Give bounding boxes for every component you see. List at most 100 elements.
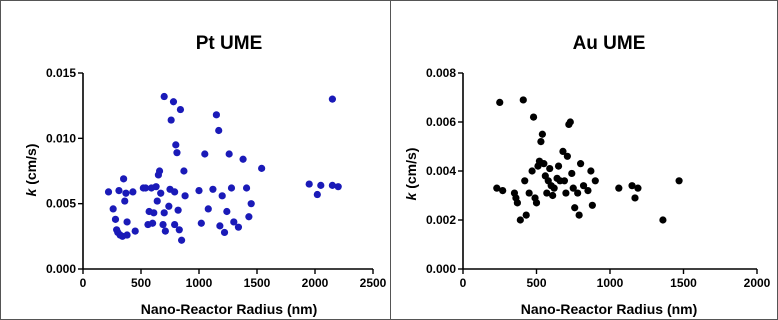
au-ume-x-tick-label: 1000 [597, 276, 624, 290]
pt-ume-data-point [157, 189, 165, 197]
pt-ume-data-point [195, 187, 203, 195]
au-ume-y-tick-label: 0.000 [426, 262, 456, 276]
pt-ume-data-point [216, 222, 224, 230]
pt-ume-data-point [149, 219, 157, 227]
pt-ume-data-point [173, 149, 181, 157]
au-ume-data-point [579, 182, 588, 190]
pt-ume-data-point [165, 202, 173, 210]
pt-ume-data-point [317, 181, 325, 189]
pt-ume-x-axis-label: Nano-Reactor Radius (nm) [141, 301, 318, 317]
au-ume-y-axis-label-units: (cm/s) [403, 148, 419, 193]
pt-ume-data-point [245, 213, 253, 221]
pt-ume-data-point [104, 188, 113, 196]
pt-ume-data-point [180, 167, 188, 175]
au-ume-x-tick-label: 0 [460, 276, 467, 290]
au-ume-data-point [538, 130, 546, 138]
pt-ume-data-point [230, 218, 238, 226]
au-ume-x-tick-label: 500 [526, 276, 546, 290]
pt-ume-panel: Pt UME Nano-Reactor Radius (nm) k (cm/s)… [23, 33, 387, 317]
pt-ume-data-point [209, 185, 217, 193]
pt-ume-data-point [111, 215, 120, 223]
au-ume-data-point [568, 169, 576, 178]
pt-ume-data-point [123, 231, 131, 239]
au-ume-data-point [543, 189, 551, 197]
au-ume-y-tick-label: 0.004 [426, 164, 456, 178]
pt-ume-data-point [131, 227, 139, 235]
au-ume-data-point [554, 162, 563, 170]
pt-ume-data-point [204, 205, 212, 213]
pt-ume-data-point [121, 197, 129, 205]
pt-ume-data-point [258, 164, 266, 172]
pt-ume-data-point [171, 220, 179, 229]
au-ume-data-point [525, 189, 533, 197]
pt-ume-data-point [247, 200, 255, 208]
pt-ume-data-point [223, 207, 231, 216]
pt-ume-data-point [160, 209, 168, 217]
pt-ume-data-point [123, 218, 131, 226]
au-ume-data-point [584, 187, 592, 195]
pt-ume-x-tick-label: 0 [80, 276, 87, 290]
au-ume-y-axis-label-k: k [403, 191, 419, 200]
au-ume-data-point [591, 177, 599, 185]
pt-ume-data-point [167, 116, 175, 124]
au-ume-data-point [549, 191, 557, 200]
pt-ume-data-point [242, 184, 251, 192]
pt-ume-x-tick-label: 2500 [360, 276, 387, 290]
pt-ume-data-point [328, 95, 336, 103]
pt-ume-data-point [334, 183, 342, 191]
au-ume-data-point [588, 201, 596, 209]
au-ume-data-point [577, 160, 585, 168]
au-ume-data-point [587, 167, 595, 175]
au-ume-data-point [513, 199, 521, 207]
au-ume-data-point [550, 184, 558, 192]
au-ume-data-point [659, 216, 667, 224]
au-ume-data-point [566, 118, 574, 126]
au-ume-panel: Au UME Nano-Reactor Radius (nm) k (cm/s)… [403, 33, 771, 317]
pt-ume-data-point [160, 92, 168, 101]
au-ume-data-point [562, 189, 570, 197]
pt-ume-data-point [234, 223, 243, 231]
pt-ume-data-point [305, 180, 313, 188]
au-ume-data-point [537, 138, 545, 146]
pt-ume-data-point [174, 206, 182, 214]
pt-ume-data-point [115, 187, 123, 195]
au-ume-data-point [546, 164, 554, 173]
pt-ume-y-axis-label-k: k [23, 187, 39, 196]
pt-ume-data-point [239, 155, 247, 163]
pt-ume-data-point [109, 205, 117, 213]
pt-ume-data-point [122, 189, 130, 197]
au-ume-data-point [499, 187, 507, 195]
pt-ume-y-tick-label: 0.000 [46, 262, 76, 276]
au-ume-data-point [675, 177, 683, 185]
au-ume-data-point [493, 184, 501, 192]
pt-ume-data-point [172, 141, 180, 149]
pt-ume-data-point [201, 150, 209, 158]
pt-ume-x-tick-label: 1000 [186, 276, 213, 290]
pt-ume-data-point [215, 126, 223, 135]
au-ume-data-point [522, 211, 530, 219]
au-ume-data-point [615, 184, 623, 192]
au-ume-data-point [631, 194, 639, 202]
au-ume-x-tick-label: 2000 [744, 276, 771, 290]
au-ume-data-point [540, 160, 548, 168]
pt-ume-data-point [159, 220, 167, 229]
pt-ume-data-point [178, 236, 186, 244]
pt-ume-title: Pt UME [196, 33, 263, 54]
pt-ume-data-point [220, 228, 229, 237]
pt-ume-data-point [176, 105, 185, 114]
pt-ume-data-point [142, 184, 150, 192]
pt-ume-data-point [227, 184, 236, 192]
au-ume-data-point [634, 184, 642, 192]
pt-ume-data-point [169, 98, 178, 106]
pt-ume-data-point [313, 190, 321, 199]
au-ume-y-tick-label: 0.008 [426, 66, 456, 80]
au-ume-y-tick-label: 0.002 [426, 213, 456, 227]
au-ume-title: Au UME [573, 33, 646, 54]
au-ume-data-point [574, 189, 582, 197]
au-ume-y-tick-label: 0.006 [426, 115, 456, 129]
pt-ume-data-point [150, 209, 158, 217]
au-ume-data-point [519, 96, 527, 104]
pt-ume-data-point [152, 183, 160, 191]
